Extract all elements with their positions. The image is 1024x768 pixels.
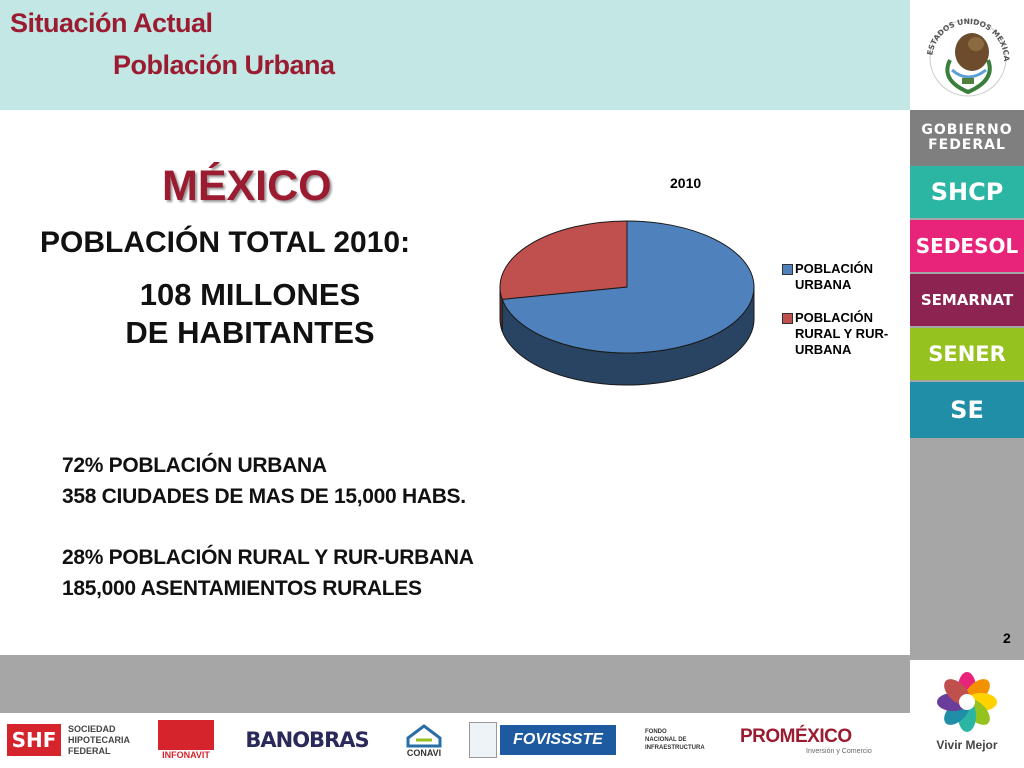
logo-banobras: BANOBRAS	[245, 728, 369, 752]
stat-rural-settlements: 185,000 ASENTAMIENTOS RURALES	[62, 577, 422, 600]
logo-issste	[468, 717, 498, 763]
vivir-mejor-logo: Vivir Mejor	[910, 660, 1024, 768]
chart-title: 2010	[670, 175, 702, 191]
country-heading: MÉXICO	[162, 162, 332, 210]
promexico-label: PROMÉXICO	[740, 725, 852, 747]
legend-label-urban-line-2: URBANA	[795, 277, 852, 292]
footer-bar	[0, 655, 910, 713]
logo-promexico: PROMÉXICO Inversión y Comercio	[740, 717, 874, 763]
page-number: 2	[1003, 630, 1011, 646]
legend-swatch-rural	[782, 313, 793, 324]
legend-label-rural-line-3: URBANA	[795, 342, 852, 357]
house-icon	[406, 724, 442, 748]
stat-rural-percent: 28% POBLACIÓN RURAL Y RUR-URBANA	[62, 546, 474, 569]
logo-conavi: CONAVI	[396, 717, 452, 763]
stat-cities: 358 CIUDADES DE MAS DE 15,000 HABS.	[62, 485, 466, 508]
population-value-line-2: DE HABITANTES	[125, 315, 375, 350]
logo-shf-name: SOCIEDAD HIPOTECARIA FEDERAL	[68, 717, 138, 763]
eagle-seal-icon: ESTADOS UNIDOS MEXICANOS	[907, 0, 1011, 97]
partner-logos: SHF SOCIEDAD HIPOTECARIA FEDERAL INFONAV…	[0, 713, 910, 768]
legend-swatch-urban	[782, 264, 793, 275]
logo-infonavit: INFONAVIT	[155, 717, 217, 763]
legend-label-rural-line-2: RURAL Y RUR-	[795, 326, 889, 341]
population-value: 108 MILLONES DE HABITANTES	[100, 276, 400, 352]
logo-fonadin: FONDO NACIONAL DE INFRAESTRUCTURA	[645, 717, 719, 763]
agency-sener: SENER	[910, 328, 1024, 380]
legend-label-rural-line-1: POBLACIÓN	[795, 310, 873, 325]
logo-shf: SHF	[4, 717, 64, 763]
legend-item-rural: POBLACIÓN RURAL Y RUR- URBANA	[782, 310, 888, 358]
pie-chart	[499, 220, 755, 386]
stats-block: 72% POBLACIÓN URBANA 358 CIUDADES DE MAS…	[62, 450, 474, 604]
pie-slice-urban	[501, 220, 755, 354]
pie-slice-rural	[499, 220, 628, 300]
vivir-mejor-label: Vivir Mejor	[936, 738, 998, 752]
shf-name-line-3: FEDERAL	[68, 745, 111, 756]
gobierno-line-2: FEDERAL	[928, 137, 1006, 153]
fonadin-line-3: INFRAESTRUCTURA	[645, 745, 705, 751]
fonadin-line-2: NACIONAL DE	[645, 737, 687, 743]
flower-logo-icon	[937, 672, 997, 732]
page-title: Situación Actual	[10, 8, 213, 38]
header-banner: Situación Actual Población Urbana	[0, 0, 910, 110]
shf-mark: SHF	[6, 724, 62, 756]
gobierno-line-1: GOBIERNO	[921, 122, 1013, 138]
legend-item-urban: POBLACIÓN URBANA	[782, 261, 888, 293]
infonavit-label: INFONAVIT	[162, 750, 210, 760]
shf-name-line-2: HIPOTECARIA	[68, 734, 131, 745]
population-label: POBLACIÓN TOTAL 2010:	[40, 226, 411, 259]
page-subtitle: Población Urbana	[113, 50, 335, 80]
mexico-seal: ESTADOS UNIDOS MEXICANOS	[907, 0, 1024, 110]
logo-fovissste: FOVISSSTE	[500, 725, 616, 755]
shf-name-line-1: SOCIEDAD	[68, 723, 116, 734]
population-value-line-1: 108 MILLONES	[139, 277, 361, 312]
agency-shcp: SHCP	[910, 166, 1024, 218]
agency-sedesol: SEDESOL	[910, 220, 1024, 272]
agency-semarnat: SEMARNAT	[910, 274, 1024, 326]
stat-urban-percent: 72% POBLACIÓN URBANA	[62, 454, 327, 477]
chart-legend: POBLACIÓN URBANA POBLACIÓN RURAL Y RUR- …	[782, 261, 888, 375]
agency-se: SE	[910, 382, 1024, 438]
promexico-tagline: Inversión y Comercio	[806, 747, 872, 755]
gobierno-federal-logo: GOBIERNO FEDERAL	[910, 110, 1024, 166]
conavi-label: CONAVI	[406, 748, 442, 758]
legend-label-urban-line-1: POBLACIÓN	[795, 261, 873, 276]
fonadin-line-1: FONDO	[645, 729, 667, 735]
